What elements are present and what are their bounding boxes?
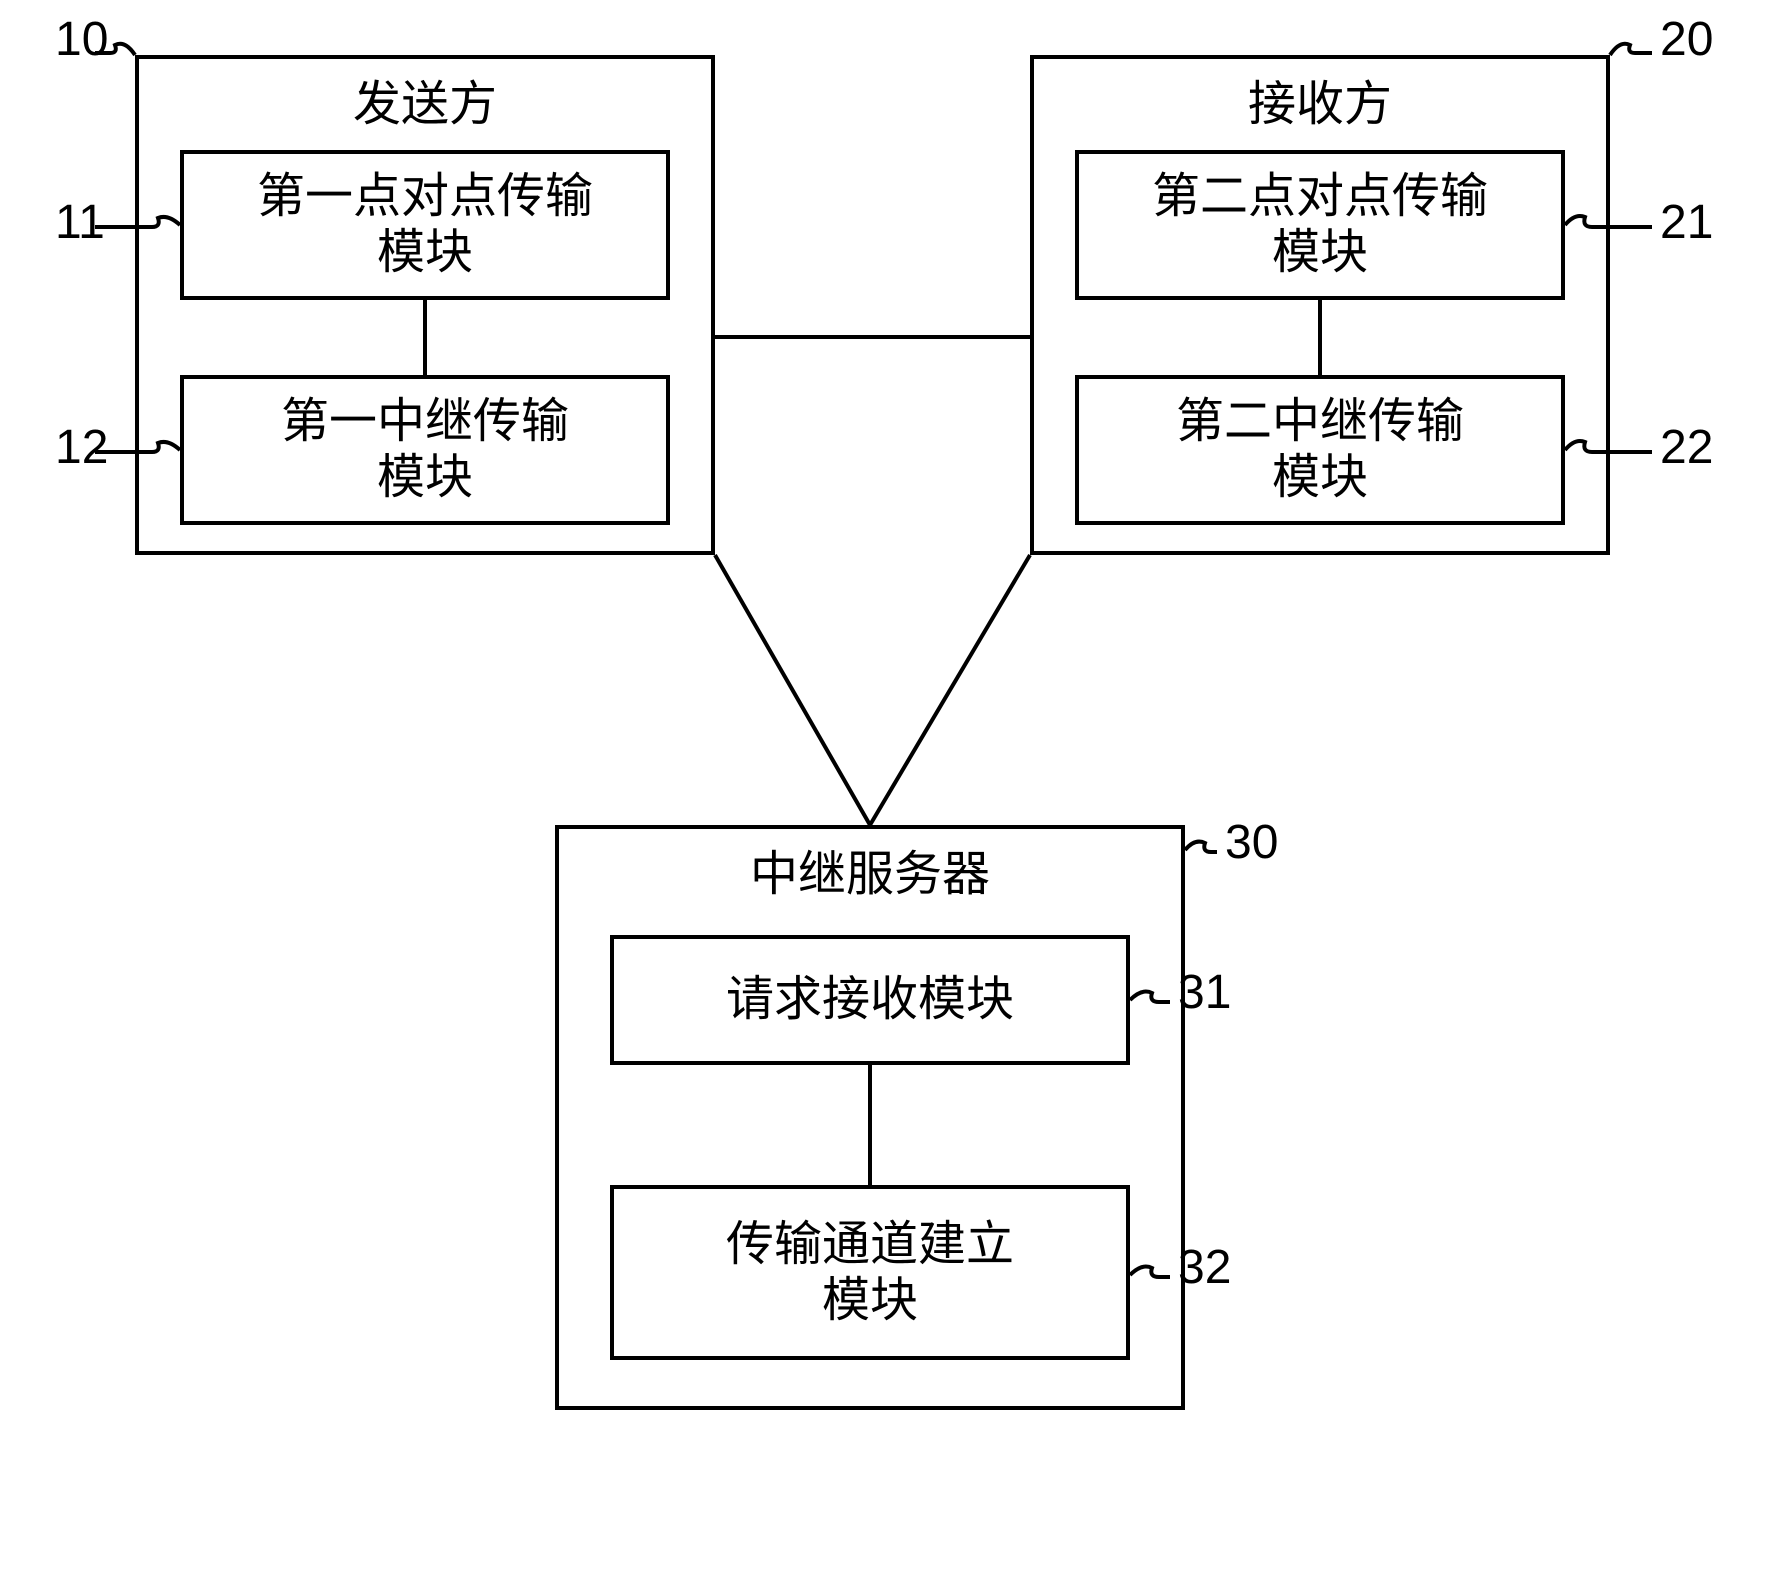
module-32-line1: 传输通道建立: [726, 1217, 1014, 1273]
label-31: 31: [1178, 965, 1231, 1020]
label-21: 21: [1660, 195, 1713, 250]
label-11: 11: [55, 195, 105, 250]
label-32: 32: [1178, 1240, 1231, 1295]
module-12: 第一中继传输 模块: [180, 375, 670, 525]
module-21: 第二点对点传输 模块: [1075, 150, 1565, 300]
module-11: 第一点对点传输 模块: [180, 150, 670, 300]
module-32: 传输通道建立 模块: [610, 1185, 1130, 1360]
label-12: 12: [55, 420, 108, 475]
module-21-line1: 第二点对点传输: [1152, 169, 1488, 225]
module-31-text: 请求接收模块: [726, 972, 1014, 1028]
label-20: 20: [1660, 12, 1713, 67]
module-22-line2: 模块: [1176, 450, 1464, 506]
module-21-line2: 模块: [1152, 225, 1488, 281]
module-12-line2: 模块: [281, 450, 569, 506]
module-32-line2: 模块: [726, 1273, 1014, 1329]
module-31: 请求接收模块: [610, 935, 1130, 1065]
label-10: 10: [55, 12, 108, 67]
relay-title: 中继服务器: [559, 829, 1181, 903]
module-11-line1: 第一点对点传输: [257, 169, 593, 225]
module-22: 第二中继传输 模块: [1075, 375, 1565, 525]
module-11-line2: 模块: [257, 225, 593, 281]
receiver-title: 接收方: [1034, 59, 1606, 133]
label-30: 30: [1225, 815, 1278, 870]
module-22-line1: 第二中继传输: [1176, 394, 1464, 450]
label-22: 22: [1660, 420, 1713, 475]
sender-title: 发送方: [139, 59, 711, 133]
module-12-line1: 第一中继传输: [281, 394, 569, 450]
